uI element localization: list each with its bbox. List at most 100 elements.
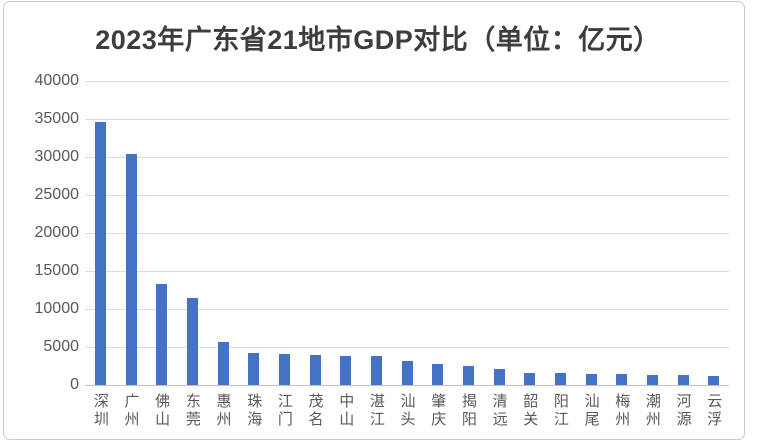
bar-深圳	[94, 122, 106, 385]
bar-slot-云浮	[698, 81, 729, 385]
x-tick-label-汕尾: 汕尾	[582, 393, 600, 429]
y-tick-label-20000: 20000	[34, 224, 80, 241]
bar-湛江	[370, 356, 382, 385]
gridline-25000	[85, 195, 729, 196]
bar-汕头	[401, 361, 413, 385]
x-slot-云浮: 云浮	[698, 393, 729, 429]
x-tick-label-韶关: 韶关	[521, 393, 539, 429]
x-tick-label-河源: 河源	[674, 393, 692, 429]
bar-slot-茂名	[300, 81, 331, 385]
bar-slot-梅州	[606, 81, 637, 385]
x-slot-惠州: 惠州	[208, 393, 239, 429]
chart-title: 2023年广东省21地市GDP对比（单位：亿元）	[95, 25, 661, 55]
x-slot-湛江: 湛江	[361, 393, 392, 429]
bar-汕尾	[585, 374, 597, 385]
y-tick-label-15000: 15000	[34, 262, 80, 279]
y-tick-label-0: 0	[70, 376, 79, 393]
x-slot-揭阳: 揭阳	[453, 393, 484, 429]
x-slot-佛山: 佛山	[146, 393, 177, 429]
x-slot-汕头: 汕头	[392, 393, 423, 429]
x-slot-潮州: 潮州	[637, 393, 668, 429]
bar-slot-汕头	[392, 81, 423, 385]
bar-slot-中山	[330, 81, 361, 385]
bar-云浮	[708, 376, 720, 385]
y-tick-label-30000: 30000	[34, 148, 80, 165]
x-slot-梅州: 梅州	[606, 393, 637, 429]
bar-slot-汕尾	[576, 81, 607, 385]
x-tick-label-湛江: 湛江	[367, 393, 385, 429]
gridline-40000	[85, 81, 729, 82]
bar-中山	[340, 356, 352, 385]
bar-东莞	[186, 298, 198, 385]
x-tick-label-阳江: 阳江	[551, 393, 569, 429]
bar-slot-佛山	[146, 81, 177, 385]
bar-slot-珠海	[238, 81, 269, 385]
x-slot-江门: 江门	[269, 393, 300, 429]
x-tick-label-汕头: 汕头	[398, 393, 416, 429]
bar-slot-惠州	[208, 81, 239, 385]
x-tick-label-江门: 江门	[275, 393, 293, 429]
x-tick-label-潮州: 潮州	[643, 393, 661, 429]
gridline-5000	[85, 347, 729, 348]
bar-韶关	[524, 373, 536, 385]
gridline-30000	[85, 157, 729, 158]
x-axis-line	[85, 385, 729, 386]
x-tick-label-茂名: 茂名	[306, 393, 324, 429]
bar-slot-阳江	[545, 81, 576, 385]
x-tick-label-中山: 中山	[337, 393, 355, 429]
x-axis-labels: 深圳 广州 佛山 东莞 惠州 珠海 江门 茂名 中山 湛江 汕头 肇庆 揭阳 清远 韶关 阳江 汕尾 梅州 潮州 河源…	[85, 393, 729, 429]
x-tick-label-深圳: 深圳	[91, 393, 109, 429]
bar-slot-肇庆	[422, 81, 453, 385]
x-tick-label-揭阳: 揭阳	[459, 393, 477, 429]
x-slot-广州: 广州	[116, 393, 147, 429]
x-slot-茂名: 茂名	[300, 393, 331, 429]
x-tick-label-惠州: 惠州	[214, 393, 232, 429]
x-tick-label-梅州: 梅州	[613, 393, 631, 429]
bar-梅州	[616, 374, 628, 385]
x-slot-肇庆: 肇庆	[422, 393, 453, 429]
gridline-20000	[85, 233, 729, 234]
bar-阳江	[554, 373, 566, 385]
y-tick-label-10000: 10000	[34, 300, 80, 317]
x-tick-label-东莞: 东莞	[183, 393, 201, 429]
x-tick-label-珠海: 珠海	[245, 393, 263, 429]
bar-惠州	[217, 342, 229, 385]
bar-揭阳	[462, 366, 474, 385]
x-tick-label-清远: 清远	[490, 393, 508, 429]
x-tick-label-佛山: 佛山	[153, 393, 171, 429]
gridline-15000	[85, 271, 729, 272]
bar-河源	[677, 375, 689, 385]
bar-茂名	[309, 355, 321, 385]
bar-slot-深圳	[85, 81, 116, 385]
y-tick-label-5000: 5000	[43, 338, 79, 355]
x-slot-汕尾: 汕尾	[576, 393, 607, 429]
x-slot-韶关: 韶关	[514, 393, 545, 429]
x-slot-中山: 中山	[330, 393, 361, 429]
gridline-10000	[85, 309, 729, 310]
x-slot-珠海: 珠海	[238, 393, 269, 429]
bar-潮州	[646, 375, 658, 385]
bar-slot-东莞	[177, 81, 208, 385]
gridline-35000	[85, 119, 729, 120]
x-tick-label-广州: 广州	[122, 393, 140, 429]
bar-珠海	[248, 353, 260, 385]
y-tick-label-40000: 40000	[34, 72, 80, 89]
x-tick-label-云浮: 云浮	[705, 393, 723, 429]
x-slot-阳江: 阳江	[545, 393, 576, 429]
x-tick-label-肇庆: 肇庆	[429, 393, 447, 429]
bar-slot-河源	[668, 81, 699, 385]
x-slot-清远: 清远	[484, 393, 515, 429]
bar-slot-韶关	[514, 81, 545, 385]
bar-slot-湛江	[361, 81, 392, 385]
bar-slot-广州	[116, 81, 147, 385]
bar-清远	[493, 369, 505, 385]
bars-layer	[85, 81, 729, 385]
bar-肇庆	[432, 364, 444, 385]
bar-slot-潮州	[637, 81, 668, 385]
x-slot-深圳: 深圳	[85, 393, 116, 429]
x-slot-河源: 河源	[668, 393, 699, 429]
plot-area	[85, 81, 729, 386]
bar-广州	[125, 154, 137, 385]
bar-佛山	[156, 284, 168, 385]
bar-slot-江门	[269, 81, 300, 385]
